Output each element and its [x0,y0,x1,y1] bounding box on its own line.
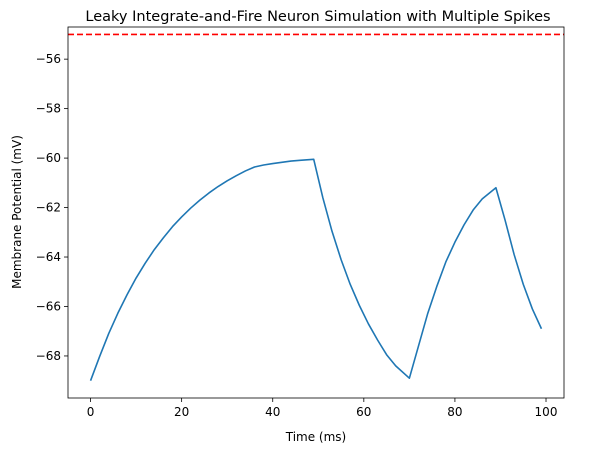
y-tick-label: −56 [36,52,61,66]
x-tick-label: 20 [174,405,189,419]
x-axis: 0 20 40 60 80 100 [87,398,558,419]
plot-frame [67,26,565,399]
y-tick-label: −68 [36,349,61,363]
x-tick-label: 100 [535,405,558,419]
y-tick-label: −60 [36,151,61,165]
x-tick-label: 0 [87,405,95,419]
x-tick-label: 40 [265,405,280,419]
y-tick-label: −66 [36,299,61,313]
y-tick-label: −64 [36,250,61,264]
x-tick-label: 80 [447,405,462,419]
y-tick-label: −58 [36,102,61,116]
y-axis: −68 −66 −64 −62 −60 −58 −56 [36,52,68,363]
y-axis-label: Membrane Potential (mV) [10,135,24,289]
x-axis-label: Time (ms) [285,430,347,444]
chart-title: Leaky Integrate-and-Fire Neuron Simulati… [85,9,550,25]
x-tick-label: 60 [356,405,371,419]
plot-area [67,26,565,399]
y-tick-label: −62 [36,201,61,215]
membrane-potential-line [89,158,543,381]
plot-background [68,27,564,398]
